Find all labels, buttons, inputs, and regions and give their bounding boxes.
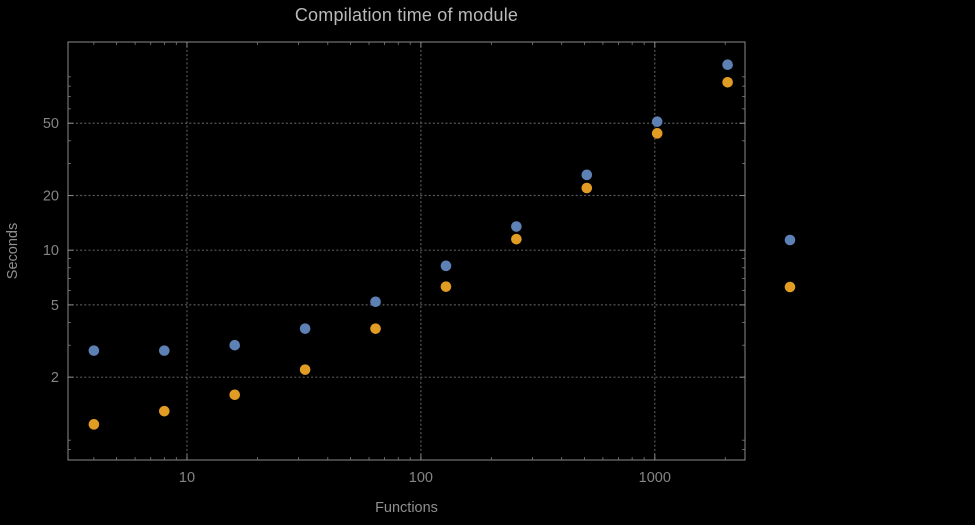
y-tick-label: 2 bbox=[51, 370, 59, 386]
data-point-blue bbox=[722, 59, 733, 70]
data-point-blue bbox=[229, 339, 241, 351]
data-point-blue bbox=[440, 260, 452, 272]
x-tick-label: 10 bbox=[179, 470, 195, 486]
data-point-orange bbox=[511, 233, 522, 245]
data-point-blue bbox=[88, 345, 100, 356]
legend-marker bbox=[784, 281, 796, 293]
y-tick-label: 10 bbox=[43, 243, 59, 259]
data-point-orange bbox=[229, 389, 241, 401]
data-point-blue bbox=[299, 323, 311, 334]
data-point-orange bbox=[370, 323, 381, 334]
data-point-blue bbox=[581, 169, 593, 181]
data-point-orange bbox=[440, 281, 452, 292]
x-tick-label: 1000 bbox=[639, 470, 671, 486]
y-tick-label: 20 bbox=[43, 189, 59, 205]
y-tick-label: 50 bbox=[43, 116, 59, 132]
data-point-blue bbox=[511, 221, 522, 232]
x-axis-label: Functions bbox=[375, 500, 438, 516]
data-point-orange bbox=[299, 364, 311, 375]
data-point-blue bbox=[159, 345, 170, 356]
data-point-orange bbox=[722, 77, 733, 88]
legend-marker bbox=[784, 234, 796, 246]
plot-frame bbox=[67, 41, 746, 461]
data-point-orange bbox=[159, 405, 170, 417]
y-tick-label: 5 bbox=[51, 298, 59, 314]
data-point-blue bbox=[370, 296, 381, 308]
chart-title: Compilation time of module bbox=[294, 5, 519, 25]
data-point-blue bbox=[651, 116, 663, 127]
x-tick-label: 100 bbox=[409, 470, 433, 486]
data-point-orange bbox=[88, 419, 100, 430]
data-point-orange bbox=[581, 182, 593, 194]
data-point-orange bbox=[651, 128, 663, 139]
